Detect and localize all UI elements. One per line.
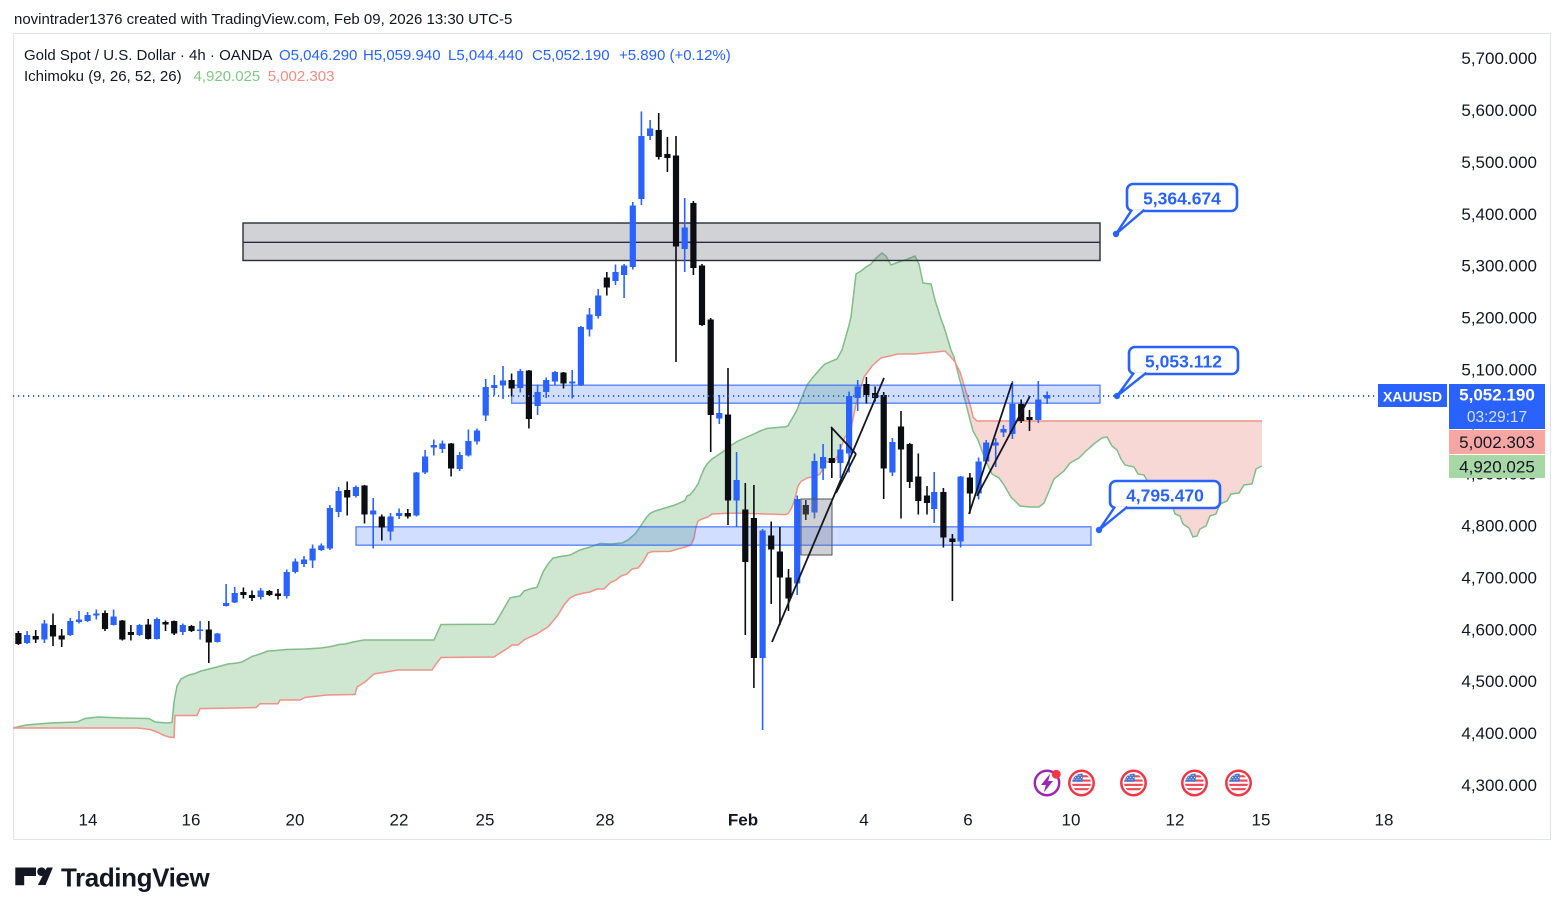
svg-text:5,400.000: 5,400.000 (1461, 205, 1537, 224)
svg-text:4,400.000: 4,400.000 (1461, 724, 1537, 743)
svg-text:4,920.025: 4,920.025 (194, 68, 261, 85)
svg-text:22: 22 (390, 811, 409, 830)
svg-text:25: 25 (476, 811, 495, 830)
svg-text:6: 6 (963, 811, 972, 830)
svg-text:5,500.000: 5,500.000 (1461, 153, 1537, 172)
svg-text:5,600.000: 5,600.000 (1461, 101, 1537, 120)
svg-text:15: 15 (1252, 811, 1271, 830)
svg-text:16: 16 (182, 811, 201, 830)
svg-text:10: 10 (1062, 811, 1081, 830)
svg-text:4: 4 (859, 811, 868, 830)
svg-text:4,700.000: 4,700.000 (1461, 568, 1537, 587)
svg-text:4,920.025: 4,920.025 (1459, 458, 1535, 477)
svg-text:12: 12 (1166, 811, 1185, 830)
svg-text:4,795.470: 4,795.470 (1126, 486, 1204, 506)
svg-text:H5,059.940: H5,059.940 (363, 47, 441, 64)
svg-text:L5,044.440: L5,044.440 (448, 47, 523, 64)
svg-text:XAUUSD: XAUUSD (1383, 389, 1442, 405)
svg-text:20: 20 (286, 811, 305, 830)
svg-text:28: 28 (596, 811, 615, 830)
svg-text:5,100.000: 5,100.000 (1461, 361, 1537, 380)
svg-text:03:29:17: 03:29:17 (1467, 409, 1527, 426)
svg-text:14: 14 (79, 811, 98, 830)
svg-text:O5,046.290: O5,046.290 (279, 47, 357, 64)
svg-text:Gold Spot / U.S. Dollar · 4h ·: Gold Spot / U.S. Dollar · 4h · OANDA (24, 47, 272, 64)
svg-text:5,002.303: 5,002.303 (1459, 433, 1535, 452)
svg-text:Feb: Feb (728, 811, 758, 830)
svg-text:5,002.303: 5,002.303 (268, 68, 335, 85)
svg-text:5,052.190: 5,052.190 (1459, 386, 1535, 405)
svg-text:5,053.112: 5,053.112 (1145, 352, 1222, 372)
svg-text:Ichimoku (9, 26, 52, 26): Ichimoku (9, 26, 52, 26) (24, 68, 182, 85)
svg-text:+5.890 (+0.12%): +5.890 (+0.12%) (619, 47, 731, 64)
svg-text:5,200.000: 5,200.000 (1461, 309, 1537, 328)
svg-text:4,600.000: 4,600.000 (1461, 620, 1537, 639)
svg-text:5,700.000: 5,700.000 (1461, 49, 1537, 68)
svg-text:novintrader1376 created with T: novintrader1376 created with TradingView… (14, 11, 512, 28)
svg-text:5,300.000: 5,300.000 (1461, 257, 1537, 276)
svg-text:TradingView: TradingView (61, 863, 210, 893)
svg-text:5,364.674: 5,364.674 (1143, 189, 1221, 209)
svg-text:4,300.000: 4,300.000 (1461, 776, 1537, 795)
svg-text:4,800.000: 4,800.000 (1461, 516, 1537, 535)
svg-text:4,500.000: 4,500.000 (1461, 672, 1537, 691)
svg-text:C5,052.190: C5,052.190 (532, 47, 610, 64)
svg-text:18: 18 (1375, 811, 1394, 830)
